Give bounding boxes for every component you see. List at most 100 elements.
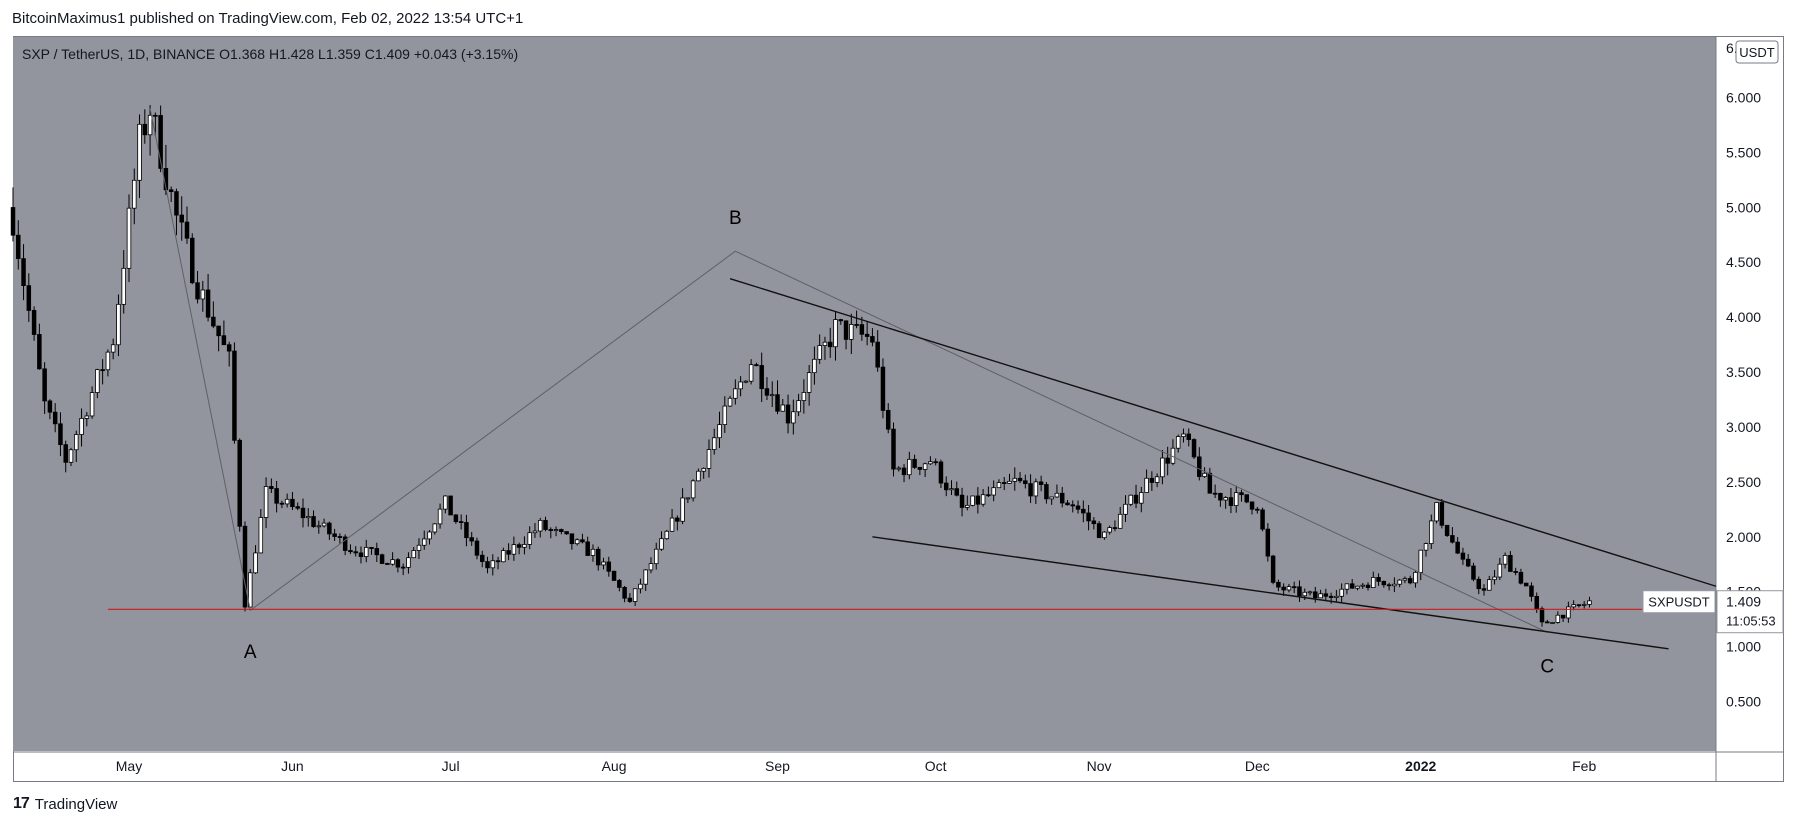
candle[interactable] <box>1175 436 1181 449</box>
candle[interactable] <box>1508 555 1513 572</box>
candle[interactable] <box>938 461 944 484</box>
candle[interactable] <box>1413 571 1418 584</box>
candle[interactable] <box>279 502 285 505</box>
candle[interactable] <box>1181 433 1186 437</box>
candle[interactable] <box>1059 492 1065 504</box>
candle[interactable] <box>311 516 316 527</box>
candle[interactable] <box>1233 492 1239 506</box>
candle[interactable] <box>31 310 37 335</box>
candle[interactable] <box>580 539 585 543</box>
candle[interactable] <box>100 369 105 372</box>
candle[interactable] <box>437 508 443 525</box>
candle[interactable] <box>1260 509 1265 530</box>
candle[interactable] <box>142 123 148 136</box>
candle[interactable] <box>543 519 548 530</box>
candle[interactable] <box>854 324 859 326</box>
candle[interactable] <box>63 444 68 463</box>
candle[interactable] <box>1054 492 1060 498</box>
candle[interactable] <box>400 566 406 569</box>
candle[interactable] <box>875 341 880 368</box>
candle[interactable] <box>970 495 975 506</box>
candle[interactable] <box>195 282 200 300</box>
candle[interactable] <box>137 123 142 181</box>
candle[interactable] <box>1497 563 1503 578</box>
candle[interactable] <box>1223 497 1228 501</box>
candle[interactable] <box>226 344 232 352</box>
candle[interactable] <box>632 588 638 602</box>
candle[interactable] <box>685 497 691 500</box>
candle[interactable] <box>727 397 733 407</box>
candle[interactable] <box>1392 583 1397 587</box>
candle[interactable] <box>585 541 590 556</box>
candle[interactable] <box>933 461 938 464</box>
candle[interactable] <box>221 335 227 346</box>
candle[interactable] <box>548 529 554 531</box>
candle[interactable] <box>242 525 248 608</box>
candle[interactable] <box>1429 520 1434 544</box>
candle[interactable] <box>717 424 722 439</box>
candle[interactable] <box>1270 555 1276 583</box>
candle[interactable] <box>1555 614 1561 623</box>
candle[interactable] <box>1075 505 1081 510</box>
candle[interactable] <box>158 115 163 169</box>
candle[interactable] <box>147 114 153 136</box>
candle[interactable] <box>864 333 870 337</box>
candle[interactable] <box>10 207 16 236</box>
candle[interactable] <box>406 557 411 568</box>
candle[interactable] <box>79 418 84 435</box>
candle[interactable] <box>522 544 527 548</box>
candle[interactable] <box>21 258 26 287</box>
candle[interactable] <box>1523 582 1529 587</box>
candle[interactable] <box>838 319 844 322</box>
candle[interactable] <box>200 289 206 300</box>
candle[interactable] <box>664 530 670 540</box>
candle[interactable] <box>1529 585 1534 597</box>
candle[interactable] <box>659 538 664 550</box>
candle[interactable] <box>1286 586 1292 591</box>
candle[interactable] <box>1012 477 1018 482</box>
candle[interactable] <box>653 548 659 565</box>
candle[interactable] <box>532 530 538 534</box>
candle[interactable] <box>1149 477 1155 483</box>
candle[interactable] <box>1455 541 1460 554</box>
candle[interactable] <box>443 495 448 510</box>
candle[interactable] <box>590 548 596 556</box>
candle[interactable] <box>527 532 532 545</box>
candle[interactable] <box>812 358 817 374</box>
candle[interactable] <box>269 486 274 489</box>
candle[interactable] <box>1371 577 1376 588</box>
candle[interactable] <box>1418 549 1423 573</box>
candle[interactable] <box>1318 593 1323 599</box>
candle[interactable] <box>1560 614 1566 619</box>
candle[interactable] <box>1244 494 1249 503</box>
candle[interactable] <box>84 415 90 419</box>
candle[interactable] <box>785 404 791 424</box>
candle[interactable] <box>1112 527 1118 529</box>
candle[interactable] <box>669 517 675 532</box>
candle[interactable] <box>1381 580 1387 586</box>
candle[interactable] <box>1407 578 1413 584</box>
candle[interactable] <box>764 388 770 396</box>
candle[interactable] <box>37 334 42 370</box>
candle[interactable] <box>211 316 216 327</box>
candle[interactable] <box>537 519 543 532</box>
candle[interactable] <box>1386 584 1392 587</box>
candle[interactable] <box>432 523 438 533</box>
candle[interactable] <box>274 488 279 504</box>
candle[interactable] <box>464 522 469 539</box>
candle[interactable] <box>1186 433 1192 440</box>
candle[interactable] <box>168 189 174 193</box>
candle[interactable] <box>1081 508 1086 514</box>
candle[interactable] <box>1133 494 1139 504</box>
candle[interactable] <box>617 580 622 588</box>
candle[interactable] <box>321 522 327 527</box>
candle[interactable] <box>1571 604 1576 608</box>
candle[interactable] <box>980 494 986 505</box>
candle[interactable] <box>1007 480 1012 484</box>
candle[interactable] <box>1249 501 1255 510</box>
candle[interactable] <box>1513 571 1518 573</box>
candle[interactable] <box>928 461 933 465</box>
candle[interactable] <box>348 550 353 553</box>
candle[interactable] <box>643 569 648 585</box>
candle[interactable] <box>559 529 564 532</box>
